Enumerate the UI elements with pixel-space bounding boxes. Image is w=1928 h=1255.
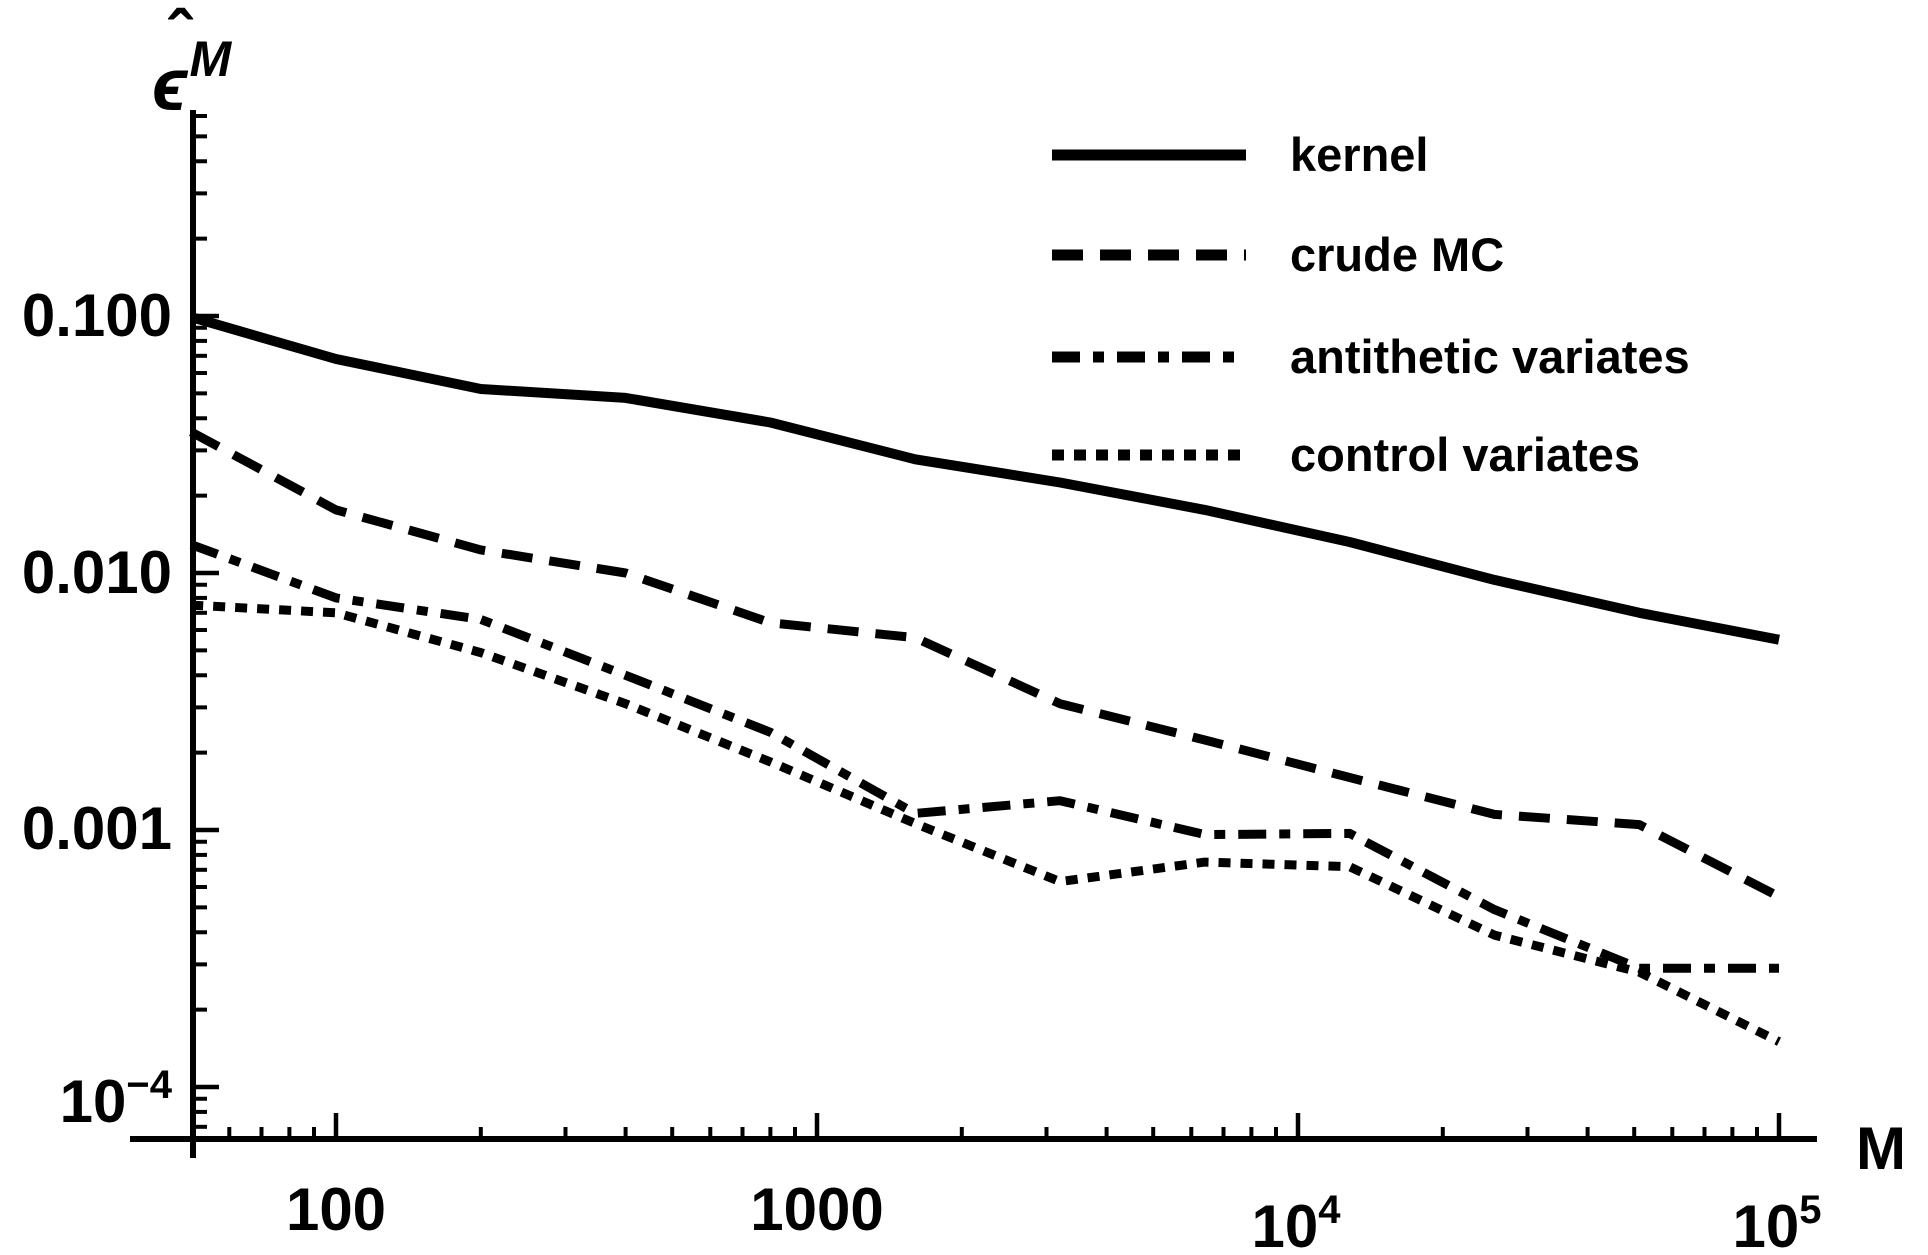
y-tick-label-1e-4-exponent: −4 [126,1063,172,1107]
epsilon-hat-accent: ˆ [168,0,192,75]
y-tick-label-0.001: 0.001 [21,795,172,862]
legend-item-crude-mc: crude MC [1052,230,1504,280]
x-axis-title: M [1856,1115,1906,1182]
x-tick-label-1000: 1000 [750,1176,884,1243]
x-tick-label-1e5-base: 10 [1732,1193,1800,1255]
epsilon-symbol: ϵ [152,43,188,126]
legend-line-dashdot-icon [1052,351,1246,363]
legend-label-crude-mc: crude MC [1290,228,1505,281]
x-tick-label-100: 100 [285,1176,387,1243]
legend-line-dashed-icon [1052,249,1246,261]
series-line-crude-mc [189,427,1782,901]
y-axis-title: ˆ ϵM [152,0,232,127]
legend-line-dotted-icon [1052,449,1246,461]
legend-item-kernel: kernel [1052,130,1428,180]
series-line-kernel [189,312,1780,645]
x-axis-ticks [227,1113,1782,1139]
x-tick-label-1e5-exponent: 5 [1799,1188,1822,1232]
y-tick-label-0.100: 0.100 [21,282,172,349]
x-tick-label-1e5: 105 [1733,1180,1822,1255]
legend-label-kernel: kernel [1290,128,1429,181]
legend-line-solid-icon [1052,149,1246,161]
y-axis-ticks [193,114,219,1129]
epsilon-superscript: M [189,31,232,87]
x-tick-label-1e4-base: 10 [1251,1193,1319,1255]
y-tick-label-0.010: 0.010 [21,539,172,606]
legend-item-control-variates: control variates [1052,430,1640,480]
series-line-antithetic-variates [189,540,1779,973]
legend-item-antithetic-variates: antithetic variates [1052,332,1690,382]
x-tick-label-1e4: 104 [1252,1180,1341,1255]
legend-label-control-variates: control variates [1290,428,1641,481]
y-tick-label-1e-4: 10−4 [60,1055,172,1132]
legend-label-antithetic-variates: antithetic variates [1290,330,1690,383]
x-tick-label-1e4-exponent: 4 [1318,1188,1341,1232]
y-tick-label-1e-4-base: 10 [59,1068,127,1135]
series-line-control-variates [190,600,1782,1046]
